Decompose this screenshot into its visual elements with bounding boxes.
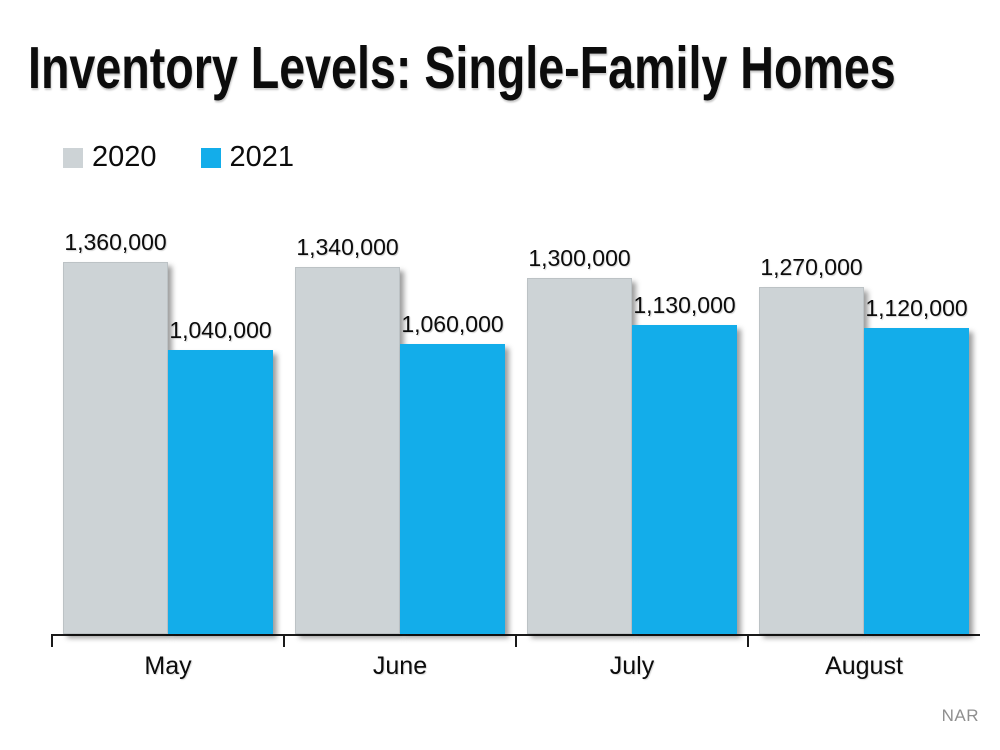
value-label-2021-july: 1,130,000 [633, 292, 736, 318]
plot-area: 1,360,000 1,040,000 1,340,000 1,060,000 1,30… [51, 200, 980, 680]
bar-2020-august: 1,270,000 [759, 254, 864, 634]
bar-fill-2021 [168, 350, 273, 634]
bar-fill-2020 [759, 287, 864, 634]
bar-fill-2021 [400, 344, 505, 634]
x-axis-tick [51, 634, 53, 647]
value-label-2020-june: 1,340,000 [296, 234, 399, 260]
legend-item-2020: 2020 [63, 143, 157, 172]
value-label-2021-may: 1,040,000 [169, 317, 272, 343]
bar-2021-may: 1,040,000 [168, 317, 273, 634]
bar-2020-june: 1,340,000 [295, 234, 400, 634]
bar-fill-2021 [632, 325, 737, 634]
legend-swatch-2021 [200, 147, 221, 168]
x-axis-tick [283, 634, 285, 647]
category-label-june: June [372, 652, 428, 680]
bar-fill-2020 [295, 267, 400, 634]
legend: 2020 2021 [63, 143, 294, 172]
value-label-2021-august: 1,120,000 [865, 295, 968, 321]
bar-2021-july: 1,130,000 [632, 292, 737, 634]
value-label-2021-june: 1,060,000 [401, 311, 504, 337]
value-label-2020-july: 1,300,000 [528, 245, 631, 271]
bar-2020-may: 1,360,000 [63, 229, 168, 634]
bar-2021-june: 1,060,000 [400, 311, 505, 634]
category-label-may: May [144, 652, 192, 680]
legend-label-2021: 2021 [229, 141, 295, 173]
value-label-2020-may: 1,360,000 [64, 229, 167, 255]
source-attribution: NAR [941, 706, 979, 725]
x-axis-tick [747, 634, 749, 647]
x-axis-tick [515, 634, 517, 647]
category-label-august: August [825, 652, 903, 680]
value-label-2020-august: 1,270,000 [760, 254, 863, 280]
legend-item-2021: 2021 [200, 141, 295, 173]
chart-title: Inventory Levels: Single-Family Homes [28, 35, 896, 101]
bar-fill-2021 [864, 328, 969, 634]
legend-label-2020: 2020 [92, 141, 157, 173]
bar-2020-july: 1,300,000 [527, 245, 632, 634]
bar-fill-2020 [527, 278, 632, 634]
bar-2021-august: 1,120,000 [864, 295, 969, 634]
bar-fill-2020 [63, 262, 168, 634]
category-label-july: July [609, 652, 655, 680]
legend-swatch-2020 [63, 147, 83, 168]
